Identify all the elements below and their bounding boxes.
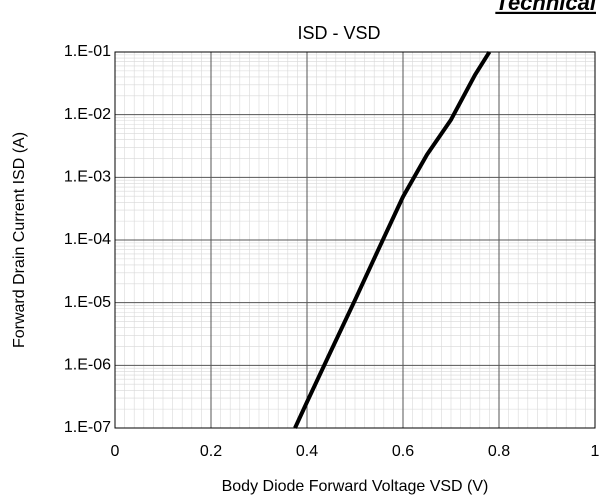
x-tick-label: 1 [591,443,600,460]
chart-title: ISD - VSD [297,23,380,43]
y-tick-label: 1.E-06 [64,357,111,374]
x-tick-label: 0.8 [488,443,510,460]
annotation: Technical [495,0,597,15]
x-tick-label: 0.2 [200,443,222,460]
y-tick-label: 1.E-04 [64,231,111,248]
y-tick-label: 1.E-03 [64,169,111,186]
y-axis-label: Forward Drain Current ISD (A) [11,132,28,348]
y-tick-label: 1.E-02 [64,106,111,123]
y-tick-label: 1.E-01 [64,43,111,60]
y-tick-label: 1.E-05 [64,294,111,311]
plot-frame [114,51,596,429]
x-tick-label: 0.4 [296,443,318,460]
x-tick-label: 0 [111,443,120,460]
x-tick-label: 0.6 [392,443,414,460]
x-axis-label: Body Diode Forward Voltage VSD (V) [222,478,489,495]
data-line [293,50,492,429]
y-tick-label: 1.E-07 [64,419,111,436]
